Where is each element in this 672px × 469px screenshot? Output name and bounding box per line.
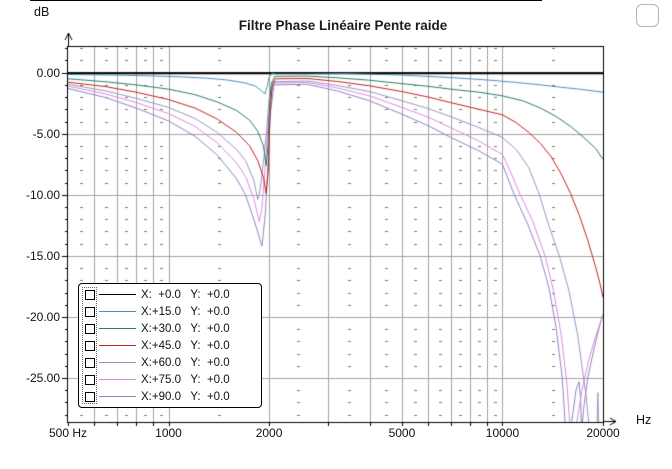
legend-row: X:+60.0 Y: +0.0 [79,354,261,371]
legend-label: X:+60.0 Y: +0.0 [141,356,230,369]
legend-line-sample [99,379,136,380]
legend-row: X:+90.0 Y: +0.0 [79,388,261,405]
chart-title: Filtre Phase Linéaire Pente raide [238,18,448,33]
legend-row: X:+30.0 Y: +0.0 [79,320,261,337]
top-border-line [30,0,542,1]
legend-checkbox[interactable] [85,289,95,300]
y-tick-label: 0.00 [36,65,60,80]
legend-checkbox-column-marquee [82,287,97,404]
x-tick-label: 20000 [586,426,620,440]
legend-checkbox[interactable] [85,357,95,368]
legend-line-sample [99,362,136,363]
legend-row: X: +0.0 Y: +0.0 [79,286,261,303]
legend-row: X:+45.0 Y: +0.0 [79,337,261,354]
legend-checkbox[interactable] [85,391,95,402]
legend-label: X:+45.0 Y: +0.0 [141,339,230,352]
corner-button[interactable] [636,4,659,27]
legend-label: X:+30.0 Y: +0.0 [141,322,230,335]
legend-label: X:+15.0 Y: +0.0 [141,305,230,318]
x-axis-unit-label: Hz [636,413,652,427]
legend-row: X:+15.0 Y: +0.0 [79,303,261,320]
x-tick-label: 5000 [388,426,416,440]
y-tick-label: -5.00 [32,126,60,141]
y-tick-label: -20.00 [25,309,60,324]
x-tick-label: 1000 [155,426,182,440]
legend-checkbox[interactable] [85,374,95,385]
x-tick-label: 10000 [485,426,520,440]
legend-label: X:+75.0 Y: +0.0 [141,373,230,386]
x-tick-label: 2000 [255,426,283,440]
legend: X: +0.0 Y: +0.0 X:+15.0 Y: +0.0 X:+30.0 Y:… [78,283,262,408]
x-tick-label: 500 Hz [48,426,88,440]
y-tick-label: -25.00 [25,371,60,386]
legend-label: X:+90.0 Y: +0.0 [141,390,230,403]
legend-line-sample [99,311,136,312]
legend-rows: X: +0.0 Y: +0.0 X:+15.0 Y: +0.0 X:+30.0 Y:… [79,286,261,405]
legend-label: X: +0.0 Y: +0.0 [141,288,230,301]
legend-row: X:+75.0 Y: +0.0 [79,371,261,388]
legend-line-sample [99,328,136,329]
y-tick-label: -10.00 [25,187,60,202]
legend-checkbox[interactable] [85,323,95,334]
legend-checkbox[interactable] [85,306,95,317]
legend-line-sample [99,345,136,346]
y-axis-unit-label: dB [34,5,50,19]
legend-checkbox[interactable] [85,340,95,351]
legend-line-sample [99,396,136,397]
y-tick-label: -15.00 [25,248,60,263]
legend-line-sample [99,294,136,295]
